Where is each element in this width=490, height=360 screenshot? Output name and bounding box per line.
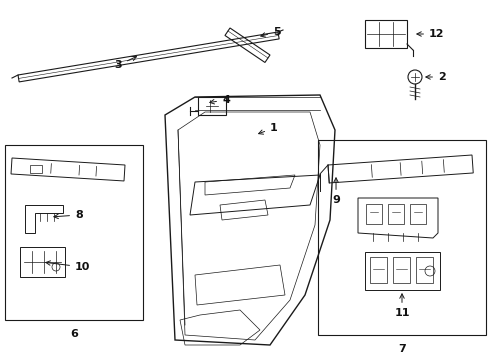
Text: 11: 11	[394, 294, 410, 318]
Bar	[416, 257, 433, 283]
Bar	[318, 140, 486, 335]
Text: 9: 9	[332, 178, 340, 205]
Bar	[366, 204, 382, 224]
Bar	[410, 204, 426, 224]
Text: 5: 5	[261, 27, 281, 37]
Bar	[365, 20, 407, 48]
Text: 10: 10	[46, 261, 90, 272]
Bar	[198, 97, 226, 115]
Text: 7: 7	[398, 344, 406, 354]
Text: 2: 2	[426, 72, 446, 82]
Text: 12: 12	[417, 29, 444, 39]
Text: 1: 1	[259, 123, 278, 134]
Text: 3: 3	[114, 57, 137, 70]
Bar	[5, 145, 143, 320]
Text: 4: 4	[210, 95, 230, 105]
Text: 6: 6	[70, 329, 78, 339]
Bar	[370, 257, 387, 283]
Bar	[30, 165, 42, 173]
Bar	[393, 257, 410, 283]
Text: 8: 8	[54, 210, 83, 220]
Bar	[388, 204, 404, 224]
